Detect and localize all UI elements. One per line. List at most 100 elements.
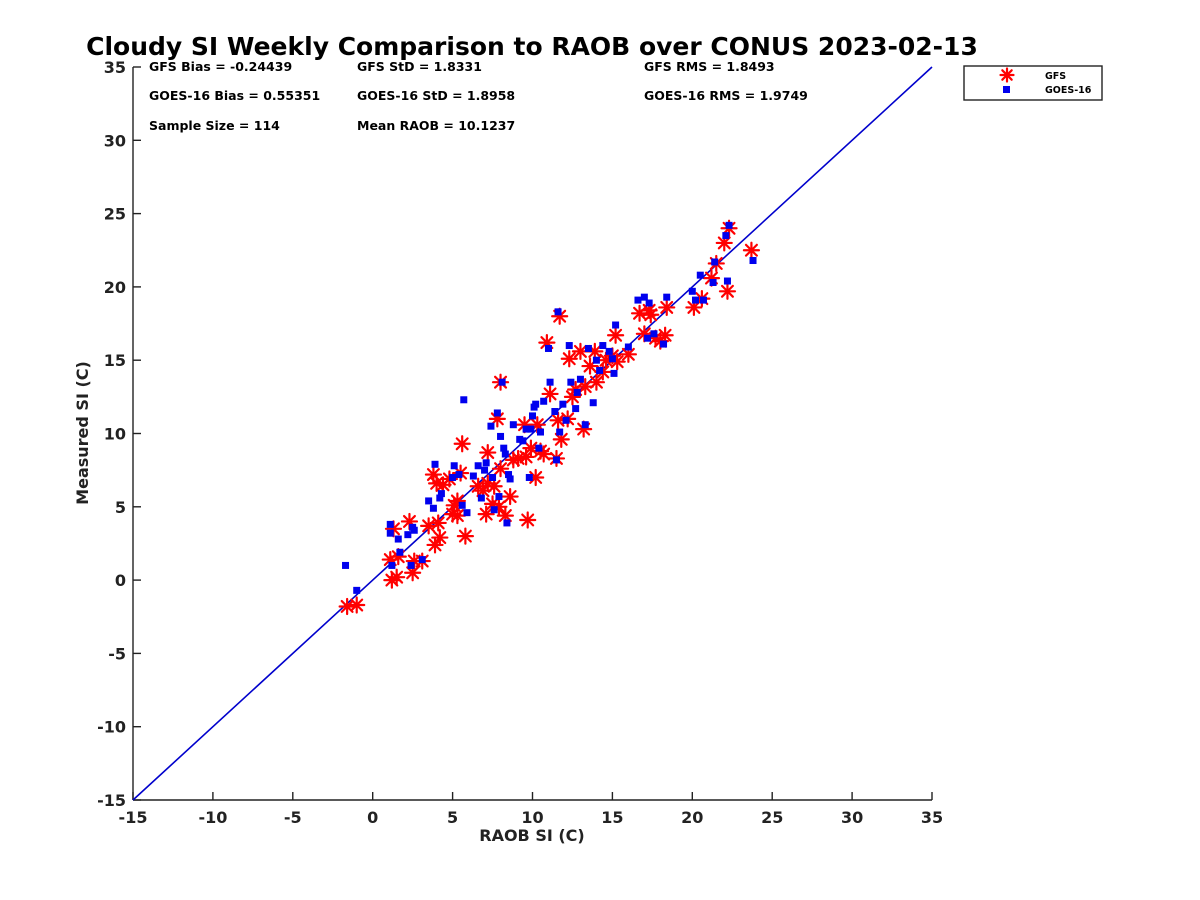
goes16-point [546, 378, 554, 386]
gfs-point [388, 568, 406, 586]
goes16-point [503, 519, 511, 527]
goes16-point [500, 444, 508, 452]
goes16-point [581, 421, 589, 429]
x-tick-label: 5 [447, 808, 458, 827]
goes16-point [532, 400, 540, 408]
goes16-point [396, 548, 404, 556]
goes16-point [544, 344, 552, 352]
goes16-point [449, 473, 457, 481]
goes16-point [353, 586, 361, 594]
gfs-point [429, 514, 447, 532]
goes16-point [749, 257, 757, 265]
gfs-point [541, 385, 559, 403]
goes16-point [519, 437, 527, 445]
x-tick-label: 20 [681, 808, 703, 827]
goes16-point [522, 425, 530, 433]
goes16-point [596, 366, 604, 374]
legend: GFS GOES-16 [963, 65, 1103, 101]
goes16-point [644, 334, 652, 342]
gfs-point [718, 282, 737, 300]
x-tick-label: 30 [841, 808, 863, 827]
goes16-point [536, 428, 544, 436]
goes16-point [610, 369, 618, 377]
y-tick-label: 5 [115, 498, 126, 517]
axis-ticks: -15 -10 -5 0 5 10 15 20 25 30 35 -15 -10 -5 0 5 10 15 20 25… [97, 58, 943, 827]
goes16-point [474, 462, 482, 470]
gfs-point [448, 506, 466, 525]
goes16-point [699, 296, 707, 304]
x-tick-label: 15 [601, 808, 623, 827]
goes16-point [394, 535, 402, 543]
goes16-point [608, 355, 616, 363]
goes16-point [592, 356, 600, 364]
y-tick-label: 10 [104, 425, 126, 444]
goes16-point [696, 271, 704, 279]
goes16-point [572, 405, 580, 413]
gfs-point [535, 445, 553, 463]
goes16-point [589, 399, 597, 407]
one-to-one-reference-line [132, 66, 933, 801]
y-tick-label: 30 [104, 131, 126, 150]
gfs-point [528, 416, 546, 434]
gfs-point [485, 477, 503, 495]
x-axis-label: RAOB SI (C) [479, 826, 584, 845]
goes16-point [407, 561, 415, 569]
y-axis-label: Measured SI (C) [73, 361, 92, 505]
goes16-point [489, 473, 497, 481]
goes16-point [342, 561, 350, 569]
y-tick-label: 35 [104, 58, 126, 77]
goes16-point [711, 258, 719, 266]
gfs-point [519, 511, 537, 529]
plot-area: -15 -10 -5 0 5 10 15 20 25 30 35 -15 -10 -5 0 5 10 15 20 25… [97, 58, 943, 827]
x-tick-label: -5 [284, 808, 302, 827]
goes16-point [481, 466, 489, 474]
goes16-point [554, 308, 562, 316]
goes16-point [634, 296, 642, 304]
goes16-point [388, 561, 396, 569]
gfs-point [658, 298, 676, 317]
goes16-point [556, 428, 564, 436]
goes16-point [477, 494, 485, 502]
gfs-point [404, 564, 422, 582]
goes16-point [624, 343, 632, 351]
goes16-point [725, 221, 733, 229]
goes16-series [342, 221, 757, 594]
goes-std-stat: GOES-16 StD = 1.8958 [357, 88, 515, 103]
goes-rms-stat: GOES-16 RMS = 1.9749 [644, 88, 808, 103]
goes16-point [495, 493, 503, 501]
goes16-point [410, 526, 418, 534]
sample-size-stat: Sample Size = 114 [149, 118, 280, 133]
goes16-point [529, 412, 536, 420]
goes16-point [487, 422, 495, 430]
y-tick-label: 25 [104, 205, 126, 224]
goes16-point [709, 279, 717, 287]
gfs-point [488, 410, 506, 428]
goes16-point [455, 471, 463, 479]
goes16-point [506, 475, 514, 483]
goes16-point [576, 375, 584, 383]
goes16-point [425, 497, 433, 505]
x-tick-label: 25 [761, 808, 783, 827]
goes16-point [552, 456, 560, 464]
goes16-point [497, 432, 505, 440]
goes16-point [551, 408, 559, 416]
goes16-point [559, 400, 567, 408]
goes16-point [463, 509, 471, 517]
gfs-rms-stat: GFS RMS = 1.8493 [644, 59, 775, 74]
y-tick-label: 15 [104, 351, 126, 370]
goes16-point [431, 460, 439, 468]
goes16-point [535, 444, 543, 452]
legend-goes16-marker [1003, 86, 1010, 93]
x-tick-label: 0 [367, 808, 378, 827]
gfs-point [656, 326, 674, 344]
gfs-point [348, 596, 366, 614]
legend-box [963, 65, 1103, 101]
goes16-point [605, 347, 613, 355]
mean-raob-stat: Mean RAOB = 10.1237 [357, 118, 515, 133]
goes16-point [436, 494, 444, 502]
goes16-point [691, 296, 699, 304]
gfs-point [453, 435, 471, 453]
gfs-std-stat: GFS StD = 1.8331 [357, 59, 482, 74]
goes16-point [584, 344, 592, 352]
goes16-point [645, 299, 653, 307]
